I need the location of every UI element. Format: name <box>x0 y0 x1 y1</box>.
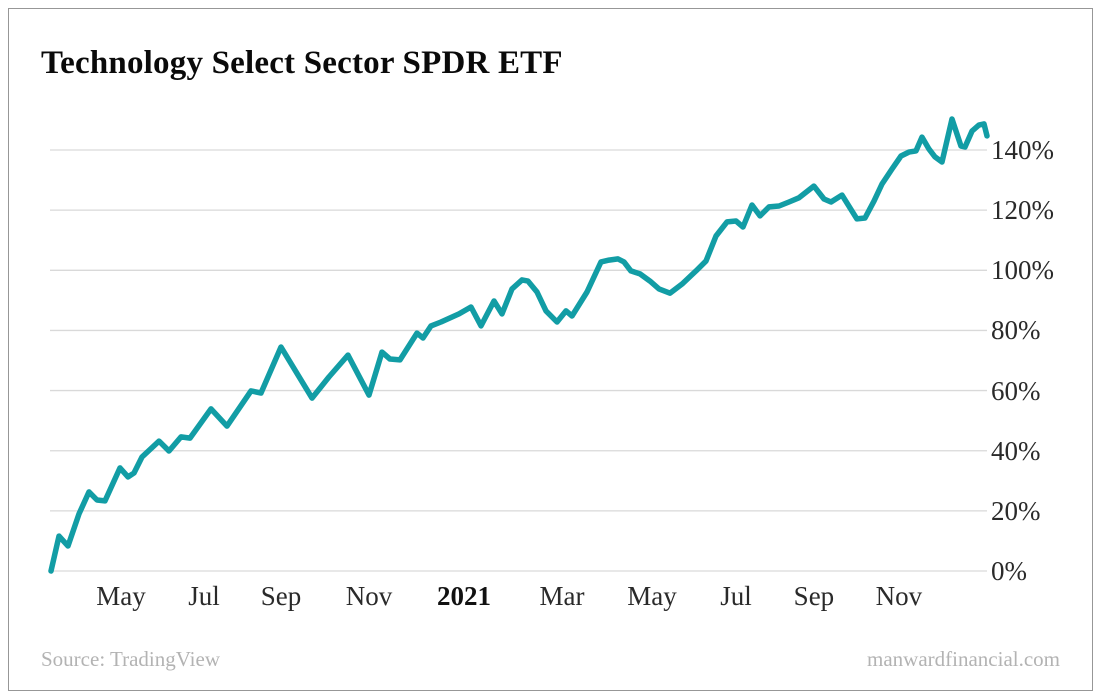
line-chart-plot <box>48 116 990 574</box>
y-axis-tick-label: 80% <box>991 315 1041 346</box>
chart-title: Technology Select Sector SPDR ETF <box>41 45 563 81</box>
price-line <box>48 116 990 574</box>
y-axis-tick-label: 20% <box>991 495 1041 526</box>
y-axis-tick-label: 60% <box>991 375 1041 406</box>
x-axis-tick-label: Jul <box>188 581 220 611</box>
x-axis-tick-label: Nov <box>345 581 393 611</box>
x-axis-tick-label: May <box>627 581 677 611</box>
x-axis-tick-label: Sep <box>260 581 302 611</box>
y-axis-tick-label: 40% <box>991 435 1041 466</box>
y-axis-tick-label: 120% <box>991 195 1054 226</box>
x-axis-tick-label: Nov <box>875 581 923 611</box>
x-axis-tick-label: Sep <box>793 581 835 611</box>
card-border: Technology Select Sector SPDR ETF 0% 20% 4… <box>8 8 1093 691</box>
x-axis-tick-label: Jul <box>720 581 752 611</box>
y-axis-tick-label: 0% <box>991 556 1027 586</box>
y-axis-tick-label: 140% <box>991 135 1054 166</box>
y-axis-tick-label: 100% <box>991 255 1054 286</box>
x-axis-tick-label: May <box>96 581 146 611</box>
x-axis-tick-label: 2021 <box>436 581 491 611</box>
x-axis-tick-label: Mar <box>539 581 585 611</box>
source-credit: Source: TradingView <box>41 647 220 671</box>
website-credit: manwardfinancial.com <box>867 647 1060 671</box>
